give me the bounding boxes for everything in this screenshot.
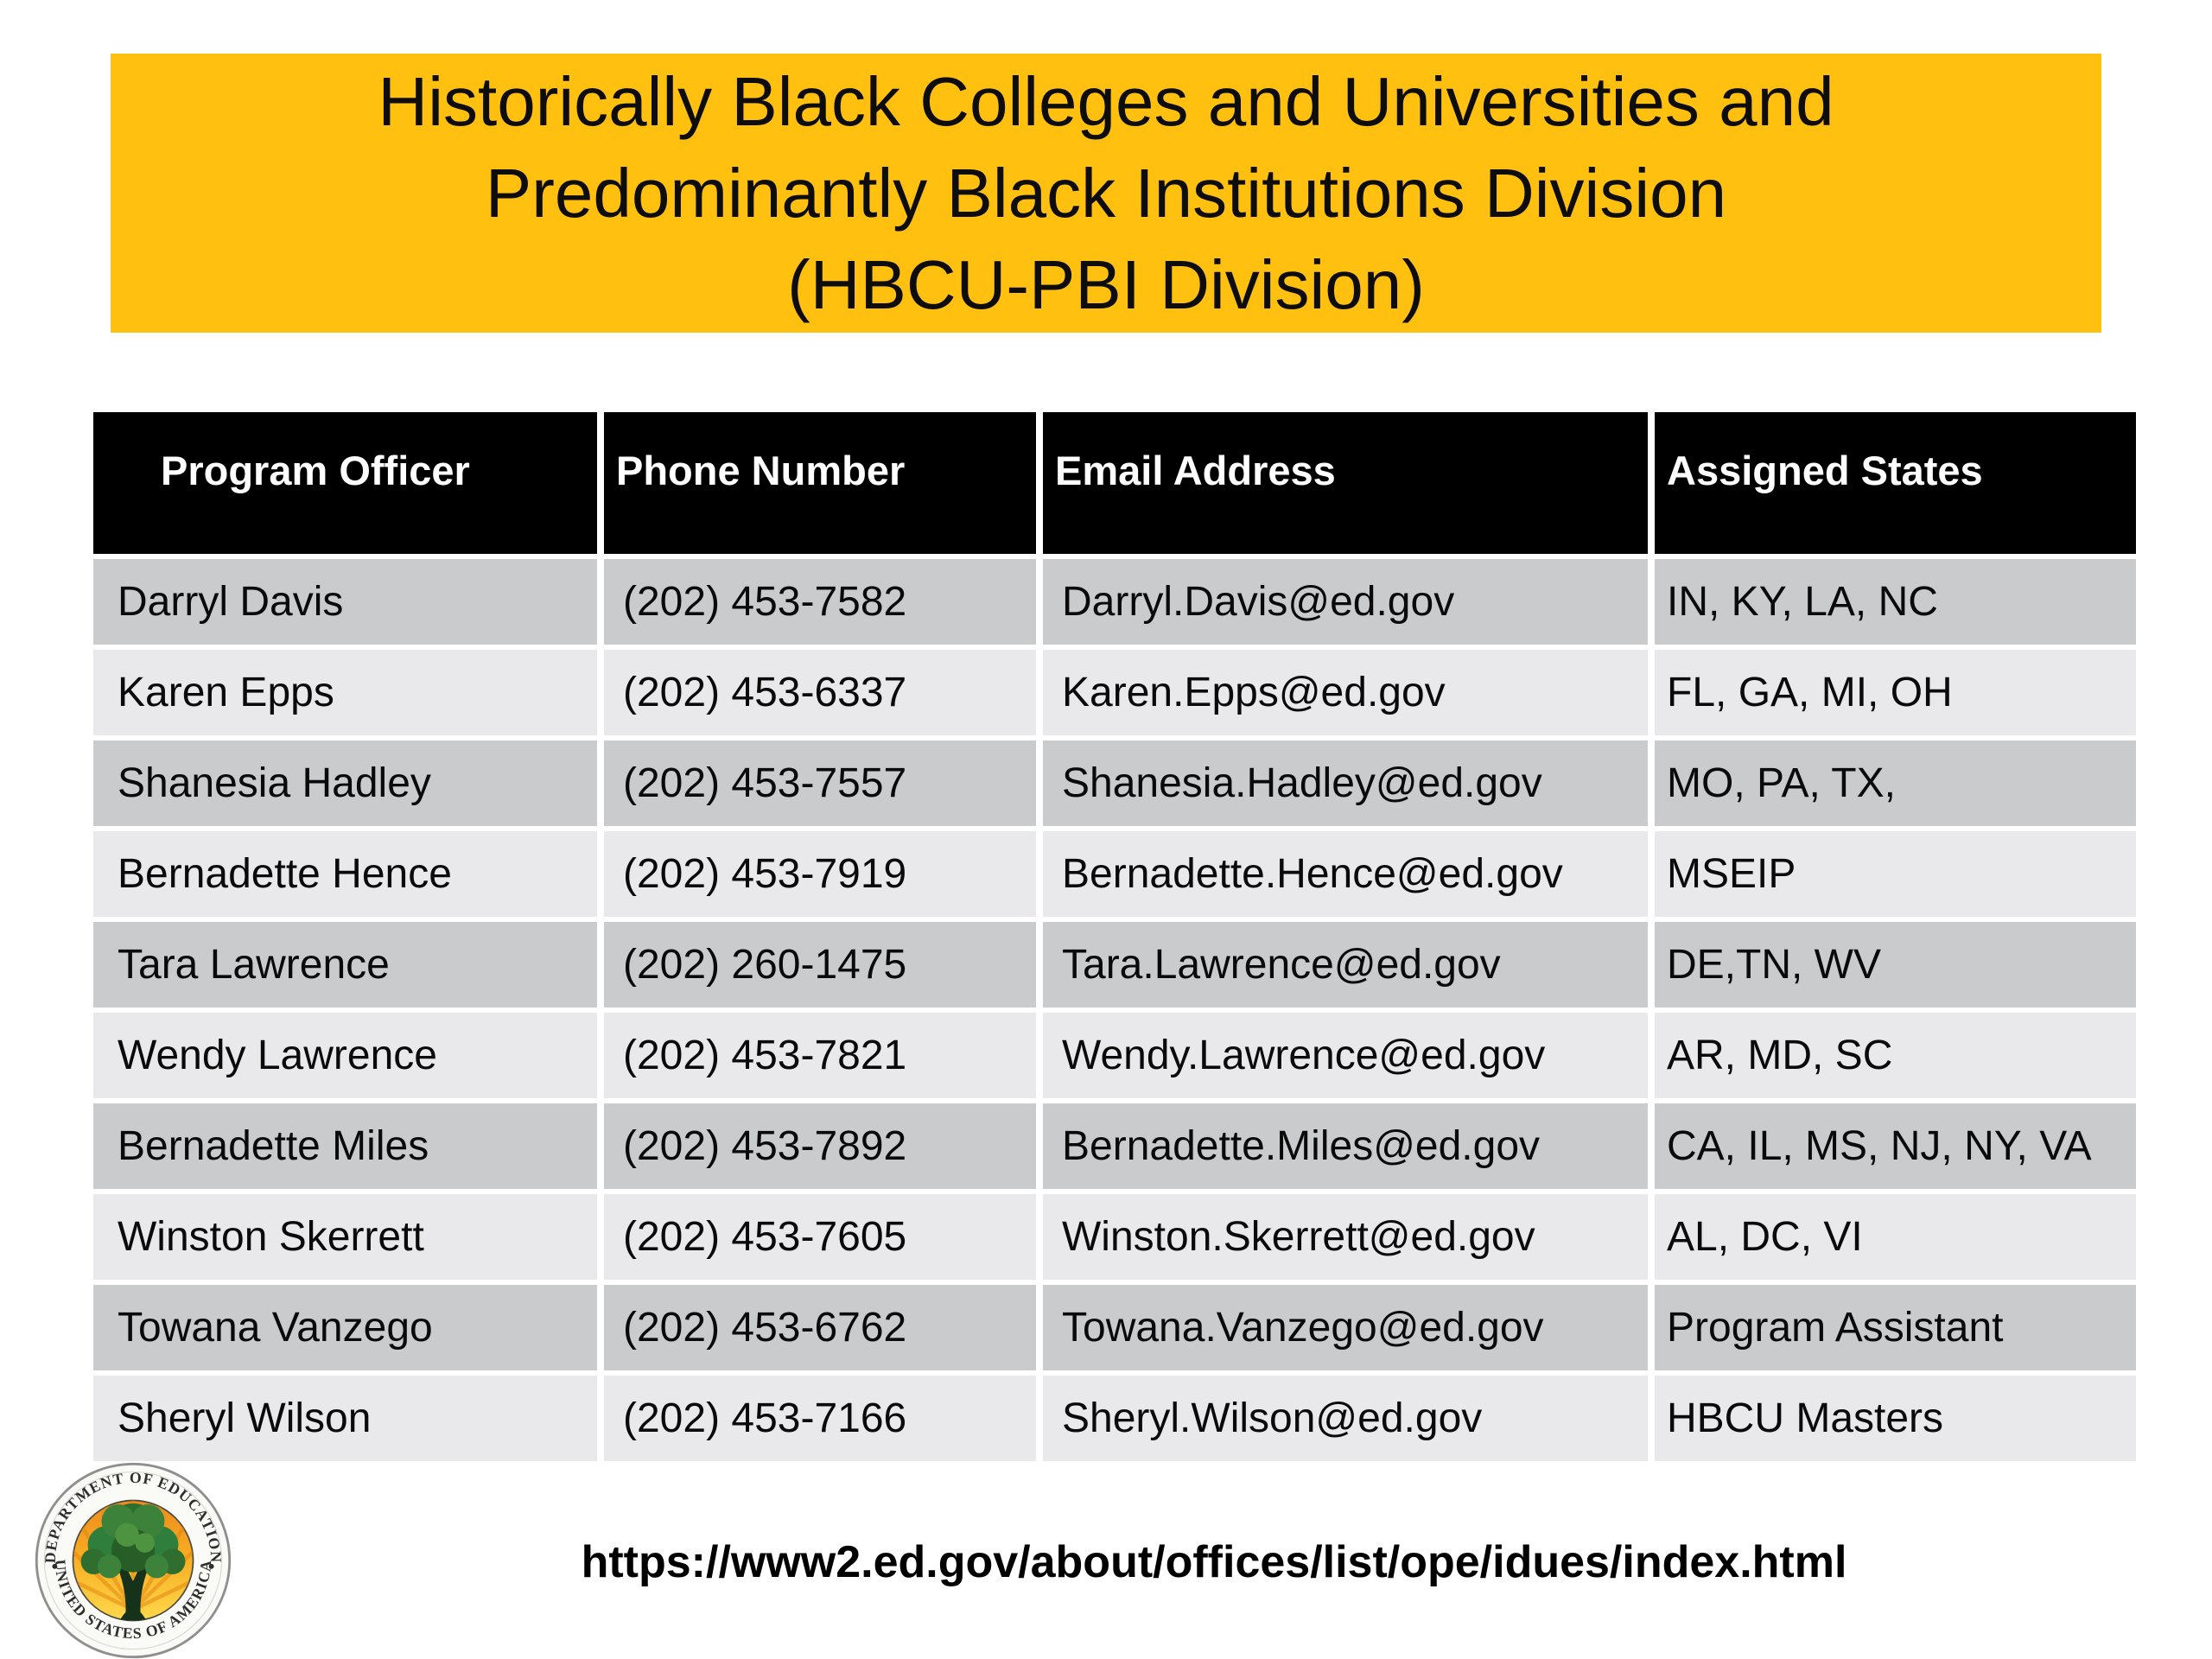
cell-email-address: Darryl.Davis@ed.gov (1043, 559, 1648, 645)
cell-program-officer: Tara Lawrence (93, 922, 597, 1007)
cell-phone-number: (202) 453-7892 (604, 1103, 1036, 1189)
footer-url: https://www2.ed.gov/about/offices/list/o… (581, 1537, 1847, 1587)
cell-phone-number: (202) 453-7605 (604, 1194, 1036, 1280)
cell-email-address: Bernadette.Miles@ed.gov (1043, 1103, 1648, 1189)
cell-assigned-states: HBCU Masters (1655, 1376, 2136, 1461)
cell-phone-number: (202) 453-7166 (604, 1376, 1036, 1461)
cell-assigned-states: FL, GA, MI, OH (1655, 650, 2136, 735)
cell-program-officer: Shanesia Hadley (93, 741, 597, 826)
column-header-assigned-states: Assigned States (1655, 412, 2136, 554)
cell-assigned-states: DE,TN, WV (1655, 922, 2136, 1007)
cell-email-address: Bernadette.Hence@ed.gov (1043, 831, 1648, 917)
cell-assigned-states: MSEIP (1655, 831, 2136, 917)
column-header-program-officer: Program Officer (93, 412, 597, 554)
cell-assigned-states: Program Assistant (1655, 1285, 2136, 1370)
program-officers-table: Program Officer Phone Number Email Addre… (93, 412, 2136, 1461)
cell-assigned-states: AR, MD, SC (1655, 1013, 2136, 1098)
cell-email-address: Winston.Skerrett@ed.gov (1043, 1194, 1648, 1280)
cell-assigned-states: CA, IL, MS, NJ, NY, VA (1655, 1103, 2136, 1189)
cell-assigned-states: IN, KY, LA, NC (1655, 559, 2136, 645)
slide-title-line-3: (HBCU-PBI Division) (787, 246, 1425, 323)
cell-program-officer: Wendy Lawrence (93, 1013, 597, 1098)
slide-title-line-1: Historically Black Colleges and Universi… (378, 63, 1834, 140)
title-banner: Historically Black Colleges and Universi… (111, 54, 2101, 333)
column-header-email-address: Email Address (1043, 412, 1648, 554)
cell-email-address: Wendy.Lawrence@ed.gov (1043, 1013, 1648, 1098)
cell-program-officer: Towana Vanzego (93, 1285, 597, 1370)
cell-phone-number: (202) 453-7557 (604, 741, 1036, 826)
slide-title-line-2: Predominantly Black Institutions Divisio… (485, 155, 1727, 232)
department-of-education-seal-icon: DEPARTMENT OF EDUCATION UNITED STATES OF… (35, 1462, 232, 1659)
cell-assigned-states: AL, DC, VI (1655, 1194, 2136, 1280)
cell-email-address: Sheryl.Wilson@ed.gov (1043, 1376, 1648, 1461)
cell-email-address: Tara.Lawrence@ed.gov (1043, 922, 1648, 1007)
cell-program-officer: Winston Skerrett (93, 1194, 597, 1280)
cell-phone-number: (202) 453-7919 (604, 831, 1036, 917)
cell-assigned-states: MO, PA, TX, (1655, 741, 2136, 826)
cell-email-address: Shanesia.Hadley@ed.gov (1043, 741, 1648, 826)
cell-email-address: Karen.Epps@ed.gov (1043, 650, 1648, 735)
cell-phone-number: (202) 453-6337 (604, 650, 1036, 735)
cell-phone-number: (202) 453-7821 (604, 1013, 1036, 1098)
column-header-phone-number: Phone Number (604, 412, 1036, 554)
cell-phone-number: (202) 453-7582 (604, 559, 1036, 645)
cell-program-officer: Darryl Davis (93, 559, 597, 645)
cell-phone-number: (202) 453-6762 (604, 1285, 1036, 1370)
cell-program-officer: Sheryl Wilson (93, 1376, 597, 1461)
cell-program-officer: Bernadette Miles (93, 1103, 597, 1189)
cell-program-officer: Karen Epps (93, 650, 597, 735)
cell-phone-number: (202) 260-1475 (604, 922, 1036, 1007)
cell-program-officer: Bernadette Hence (93, 831, 597, 917)
cell-email-address: Towana.Vanzego@ed.gov (1043, 1285, 1648, 1370)
seal-tree (80, 1503, 186, 1621)
